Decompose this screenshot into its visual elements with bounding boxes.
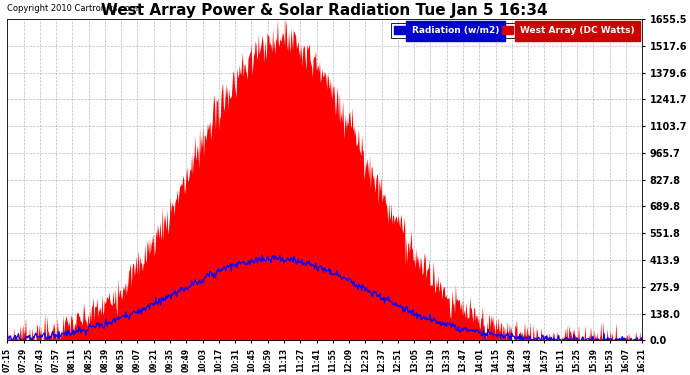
Legend: Radiation (w/m2), West Array (DC Watts): Radiation (w/m2), West Array (DC Watts) bbox=[391, 24, 638, 38]
Text: Copyright 2010 Cartronics.com: Copyright 2010 Cartronics.com bbox=[8, 3, 138, 12]
Title: West Array Power & Solar Radiation Tue Jan 5 16:34: West Array Power & Solar Radiation Tue J… bbox=[101, 3, 548, 18]
